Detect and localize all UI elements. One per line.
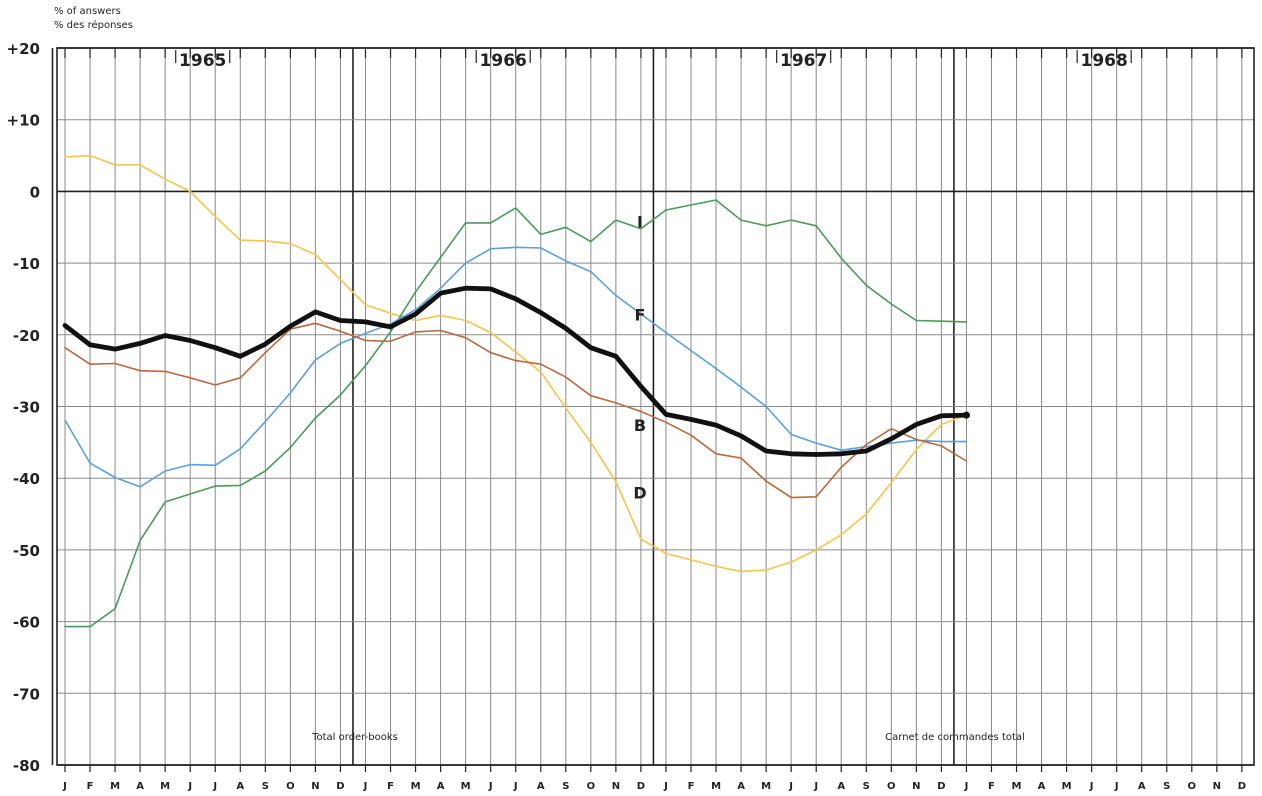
year-label: 1968 xyxy=(1080,51,1127,71)
month-label: A xyxy=(136,781,144,792)
month-label: F xyxy=(87,781,94,792)
series-label-D: D xyxy=(633,484,646,503)
series-label-B: B xyxy=(634,416,646,435)
month-label: M xyxy=(411,781,421,792)
y-axis-title-en: % of answers xyxy=(54,6,121,17)
month-label: A xyxy=(1038,781,1046,792)
month-label: F xyxy=(688,781,695,792)
month-label: N xyxy=(612,781,620,792)
month-label: D xyxy=(1238,781,1246,792)
year-label: 1967 xyxy=(780,51,827,71)
month-label: J xyxy=(363,781,368,792)
month-label: J xyxy=(62,781,67,792)
y-tick-label: -80 xyxy=(13,757,40,775)
month-label: J xyxy=(513,781,518,792)
month-label: O xyxy=(887,781,896,792)
month-label: J xyxy=(788,781,793,792)
y-tick-label: -50 xyxy=(13,542,40,560)
y-tick-label: -20 xyxy=(13,327,40,345)
y-tick-label: 0 xyxy=(30,183,40,201)
series-line-brown xyxy=(64,322,968,499)
month-label: S xyxy=(562,781,569,792)
month-label: D xyxy=(637,781,645,792)
month-label: J xyxy=(964,781,969,792)
month-label: A xyxy=(236,781,244,792)
month-label: N xyxy=(912,781,920,792)
plot-frame xyxy=(56,47,1255,766)
month-label: M xyxy=(761,781,771,792)
month-label: M xyxy=(110,781,120,792)
series-line-B xyxy=(62,285,969,457)
month-label: J xyxy=(1114,781,1119,792)
series-label-F: F xyxy=(635,306,646,325)
y-tick-label: -70 xyxy=(13,685,40,703)
series-line-D xyxy=(64,154,968,573)
y-tick-label: +10 xyxy=(7,112,40,130)
month-label: N xyxy=(311,781,319,792)
month-label: F xyxy=(387,781,394,792)
month-label: A xyxy=(1138,781,1146,792)
month-label: O xyxy=(587,781,596,792)
annotation-carnet-de-commandes: Carnet de commandes total xyxy=(885,732,1025,743)
month-label: M xyxy=(1062,781,1072,792)
month-label: J xyxy=(187,781,192,792)
y-tick-label: -40 xyxy=(13,470,40,488)
month-label: A xyxy=(837,781,845,792)
month-label: A xyxy=(537,781,545,792)
month-label: J xyxy=(488,781,493,792)
month-label: J xyxy=(212,781,217,792)
month-label: J xyxy=(1089,781,1094,792)
annotation-total-order-books: Total order-books xyxy=(311,732,398,743)
y-axis-title-fr: % des réponses xyxy=(54,20,133,31)
month-label: O xyxy=(1188,781,1197,792)
month-label: S xyxy=(262,781,269,792)
series-endpoint xyxy=(962,411,970,419)
y-tick-label: -10 xyxy=(13,255,40,273)
month-label: M xyxy=(160,781,170,792)
month-label: M xyxy=(461,781,471,792)
month-label: J xyxy=(813,781,818,792)
month-label: D xyxy=(937,781,945,792)
y-tick-label: -60 xyxy=(13,614,40,632)
month-label: A xyxy=(437,781,445,792)
month-label: J xyxy=(663,781,668,792)
month-label: D xyxy=(336,781,344,792)
series-line-I xyxy=(64,199,968,628)
month-label: A xyxy=(737,781,745,792)
series-line-F xyxy=(64,246,968,488)
month-label: M xyxy=(711,781,721,792)
month-label: F xyxy=(988,781,995,792)
year-label: 1965 xyxy=(179,51,226,71)
y-tick-label: -30 xyxy=(13,399,40,417)
month-label: N xyxy=(1213,781,1221,792)
y-tick-label: +20 xyxy=(7,40,40,58)
month-label: O xyxy=(286,781,295,792)
year-label: 1966 xyxy=(480,51,527,71)
series-label-I: I xyxy=(637,213,643,232)
month-label: S xyxy=(1163,781,1170,792)
month-label: S xyxy=(863,781,870,792)
month-label: M xyxy=(1012,781,1022,792)
